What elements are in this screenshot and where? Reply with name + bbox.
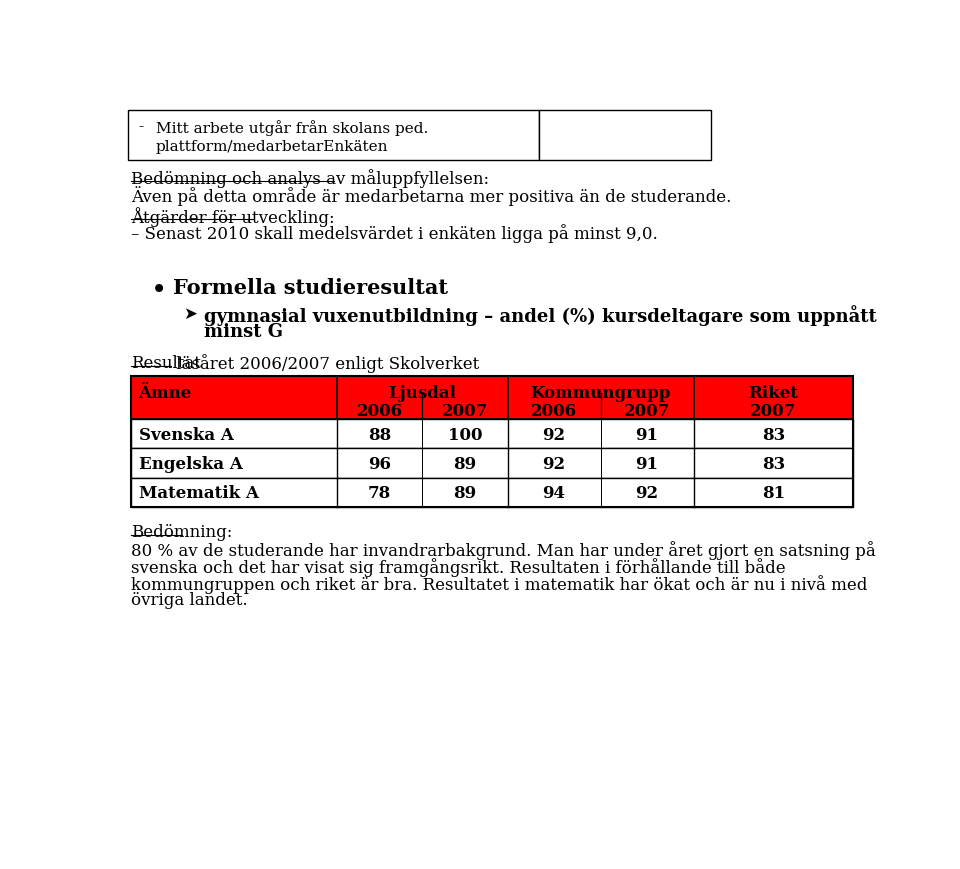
Bar — [131, 376, 853, 419]
Text: läsåret 2006/2007 enligt Skolverket: läsåret 2006/2007 enligt Skolverket — [172, 355, 480, 374]
Text: – Senast 2010 skall medelsvärdet i enkäten ligga på minst 9,0.: – Senast 2010 skall medelsvärdet i enkät… — [131, 224, 658, 243]
Text: Bedömning och analys av måluppfyllelsen:: Bedömning och analys av måluppfyllelsen: — [131, 169, 489, 188]
Text: 78: 78 — [368, 486, 392, 502]
Text: Svenska A: Svenska A — [138, 427, 233, 444]
Text: Bedömning:: Bedömning: — [131, 524, 232, 541]
Text: -: - — [138, 121, 144, 135]
Bar — [131, 448, 853, 478]
Text: Resultat: Resultat — [131, 355, 201, 372]
Bar — [131, 376, 853, 419]
Text: 83: 83 — [761, 427, 785, 444]
Text: 89: 89 — [453, 456, 476, 473]
Text: gymnasial vuxenutbildning – andel (%) kursdeltagare som uppnått: gymnasial vuxenutbildning – andel (%) ku… — [204, 305, 876, 326]
Text: 89: 89 — [453, 486, 476, 502]
Bar — [131, 419, 853, 448]
Text: Åtgärder för utveckling:: Åtgärder för utveckling: — [131, 208, 334, 228]
Text: 2007: 2007 — [442, 403, 488, 420]
Text: 2007: 2007 — [750, 403, 797, 420]
Text: 94: 94 — [542, 486, 565, 502]
Text: 88: 88 — [368, 427, 392, 444]
Text: 92: 92 — [542, 427, 565, 444]
Text: Mitt arbete utgår från skolans ped.: Mitt arbete utgår från skolans ped. — [156, 121, 428, 136]
Text: Ämne: Ämne — [138, 385, 192, 402]
Text: minst G: minst G — [204, 323, 282, 341]
Text: 2006: 2006 — [356, 403, 402, 420]
Text: 80 % av de studerande har invandrarbakgrund. Man har under året gjort en satsnin: 80 % av de studerande har invandrarbakgr… — [131, 541, 876, 560]
Text: Kommungrupp: Kommungrupp — [530, 385, 671, 402]
Text: 92: 92 — [636, 486, 659, 502]
Text: Även på detta område är medarbetarna mer positiva än de studerande.: Även på detta område är medarbetarna mer… — [131, 186, 732, 206]
Text: •: • — [151, 277, 167, 304]
Text: 91: 91 — [636, 456, 659, 473]
Text: 92: 92 — [542, 456, 565, 473]
Text: 83: 83 — [761, 456, 785, 473]
Text: 81: 81 — [762, 486, 785, 502]
Text: Formella studieresultat: Formella studieresultat — [173, 277, 447, 297]
Text: Riket: Riket — [749, 385, 799, 402]
Text: övriga landet.: övriga landet. — [131, 592, 248, 608]
Text: 91: 91 — [636, 427, 659, 444]
Text: Ljusdal: Ljusdal — [388, 385, 456, 402]
Text: 96: 96 — [368, 456, 391, 473]
Text: kommungruppen och riket är bra. Resultatet i matematik har ökat och är nu i nivå: kommungruppen och riket är bra. Resultat… — [131, 574, 867, 594]
Text: 2007: 2007 — [624, 403, 670, 420]
Bar — [131, 376, 853, 507]
Text: svenska och det har visat sig framgångsrikt. Resultaten i förhållande till både: svenska och det har visat sig framgångsr… — [131, 558, 785, 577]
Text: ➤: ➤ — [183, 305, 198, 323]
Bar — [539, 110, 710, 160]
Text: 100: 100 — [447, 427, 482, 444]
Text: plattform/medarbetarEnkäten: plattform/medarbetarEnkäten — [156, 140, 388, 154]
Text: 2006: 2006 — [531, 403, 577, 420]
Bar — [128, 110, 539, 160]
Text: Matematik A: Matematik A — [138, 486, 258, 502]
Bar — [131, 478, 853, 507]
Text: Engelska A: Engelska A — [138, 456, 243, 473]
